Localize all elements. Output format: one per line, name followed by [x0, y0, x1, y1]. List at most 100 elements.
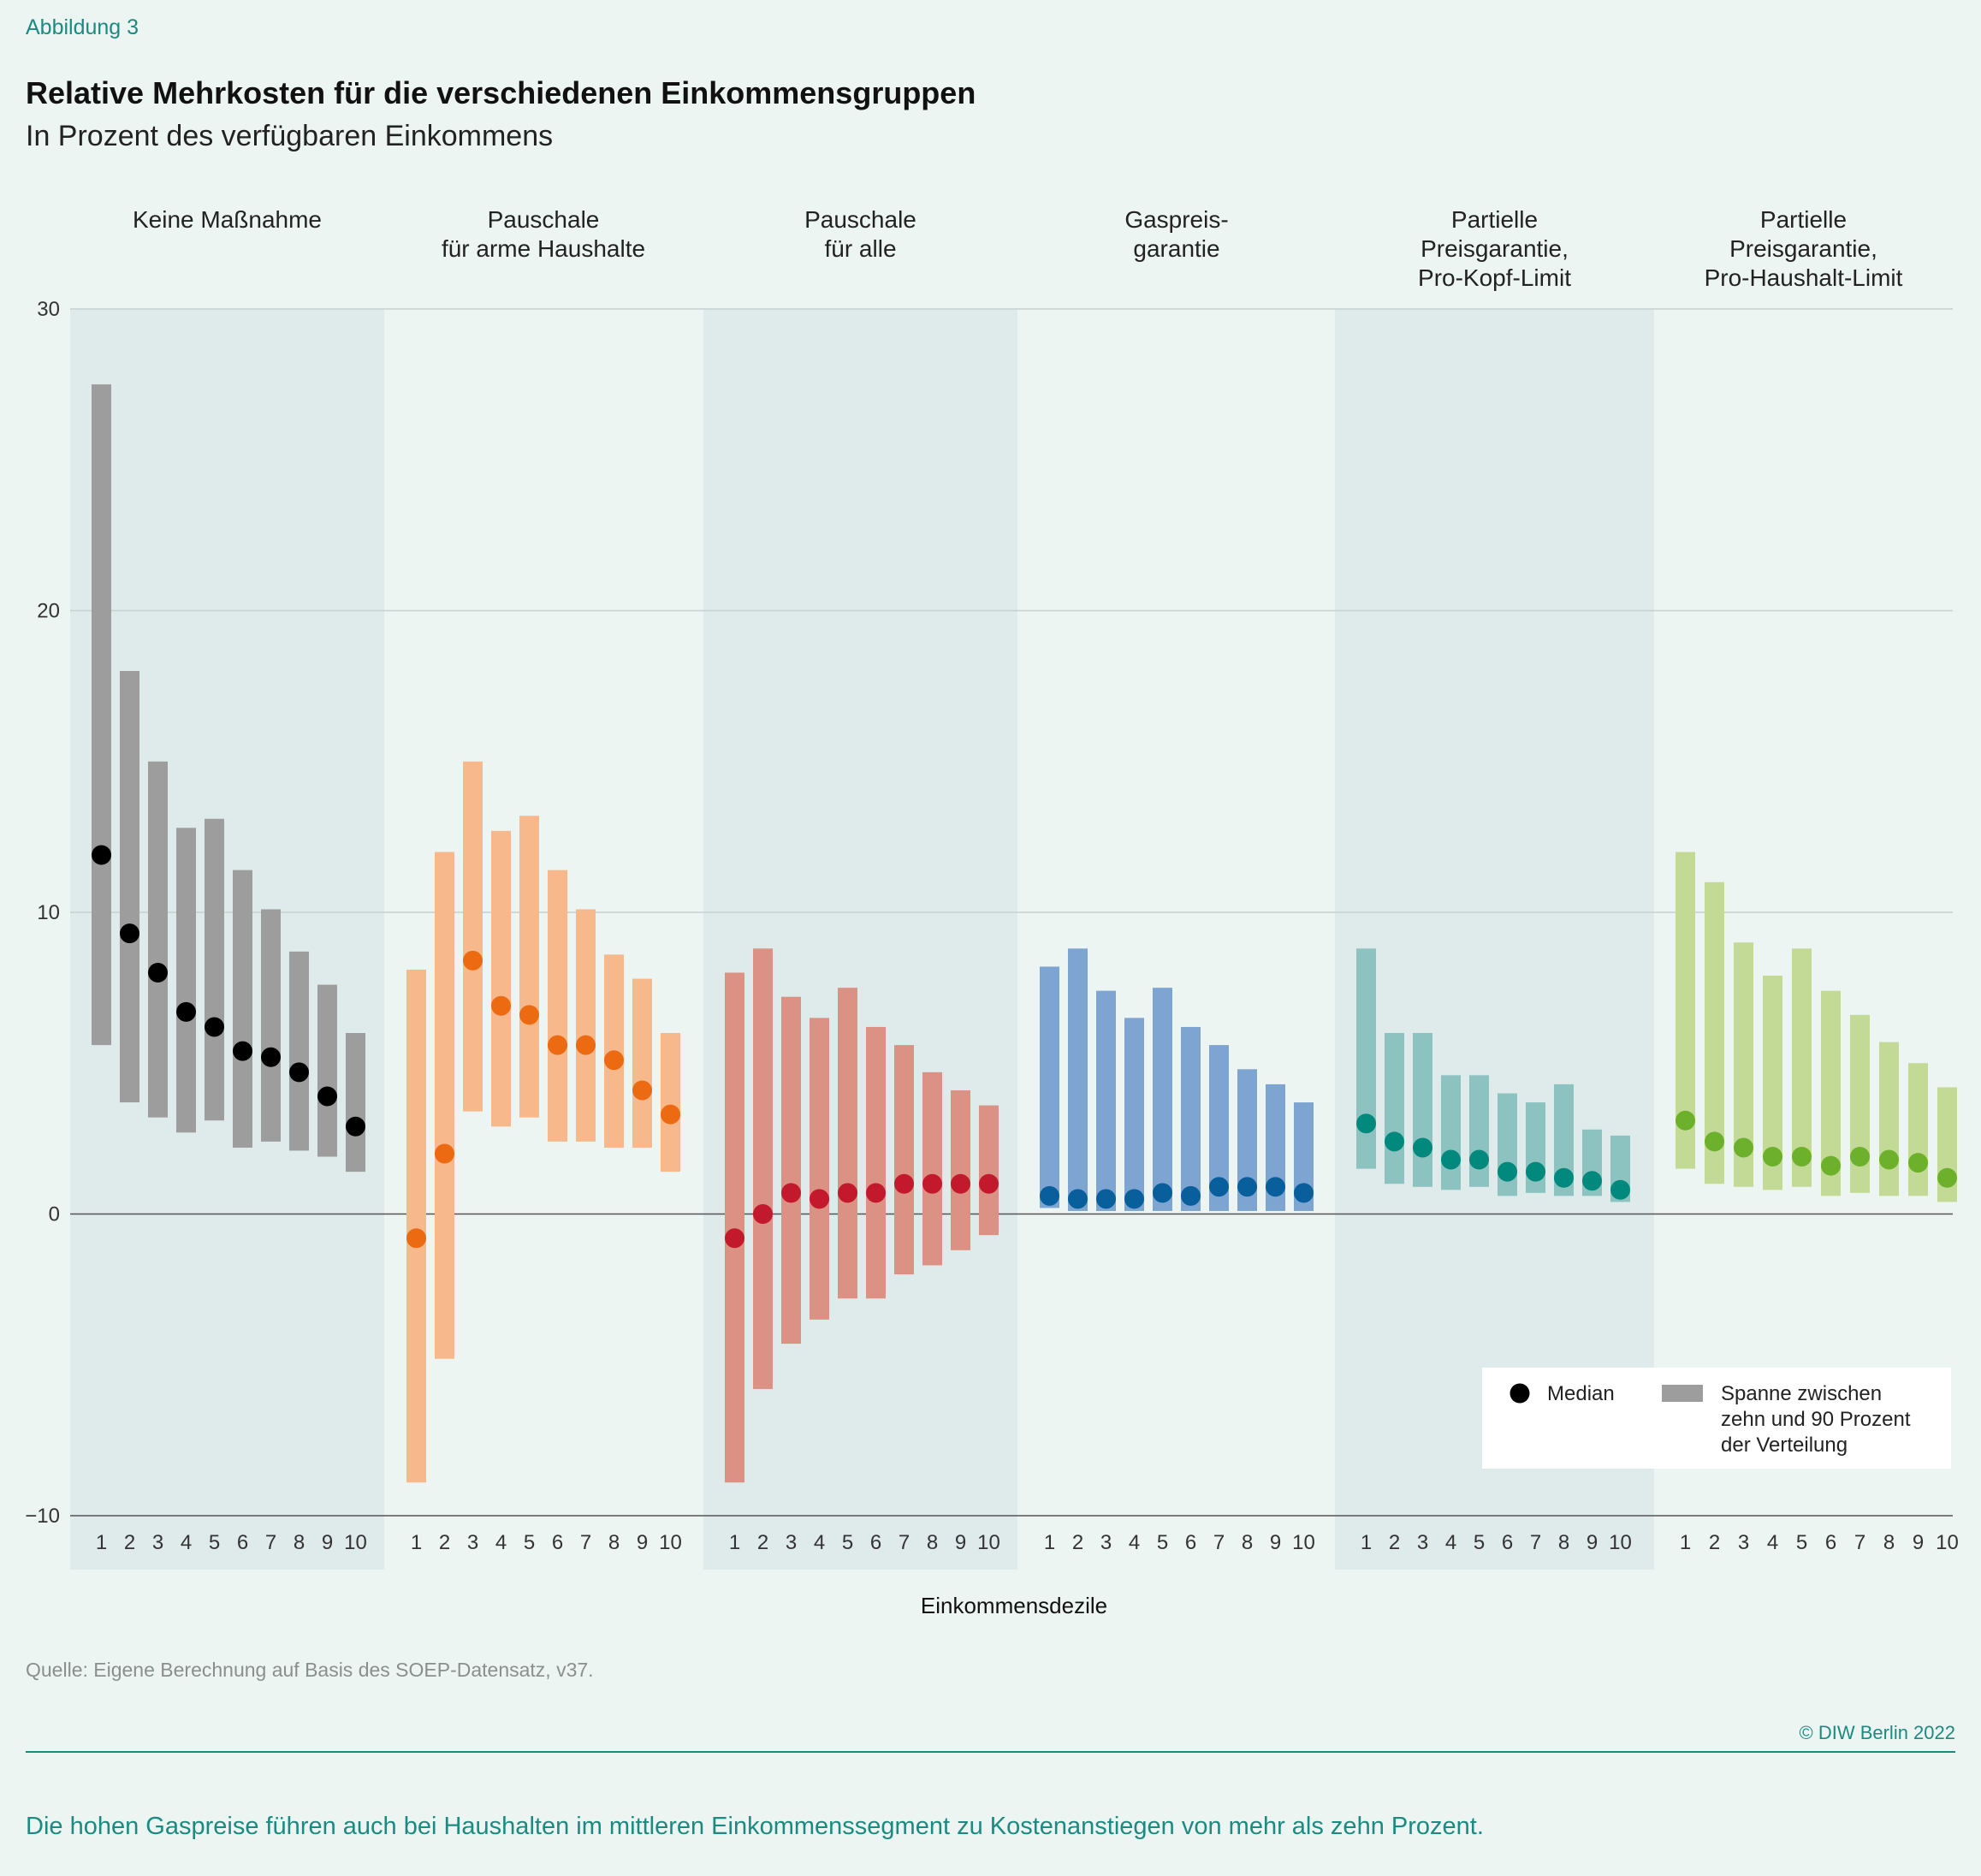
range-bar: [1294, 1102, 1314, 1211]
panel-title: für alle: [824, 235, 896, 262]
median-dot: [1792, 1147, 1812, 1167]
median-dot: [1850, 1147, 1870, 1167]
x-tick-label: 10: [659, 1531, 682, 1554]
panel-title: Pauschale: [488, 206, 600, 233]
range-bar: [979, 1105, 999, 1236]
x-tick-label: 8: [927, 1531, 938, 1554]
panel-title: für arme Haushalte: [442, 235, 645, 262]
median-dot: [1266, 1177, 1285, 1197]
range-bar: [289, 951, 309, 1151]
panel-title: Pauschale: [804, 206, 916, 233]
chart-title: Relative Mehrkosten für die verschiedene…: [26, 75, 976, 110]
panel-shade: [70, 309, 384, 1570]
x-tick-label: 6: [237, 1531, 248, 1554]
x-tick-label: 2: [1389, 1531, 1400, 1554]
x-tick-label: 4: [181, 1531, 192, 1554]
median-dot: [1705, 1131, 1724, 1152]
range-bar: [1792, 948, 1812, 1187]
range-bar: [753, 948, 773, 1389]
x-tick-label: 8: [294, 1531, 305, 1554]
range-bar: [1237, 1069, 1257, 1211]
median-dot: [894, 1173, 914, 1194]
range-bar: [176, 828, 196, 1133]
range-bar: [1763, 976, 1782, 1190]
x-tick-label: 4: [495, 1531, 507, 1554]
x-tick-label: 2: [124, 1531, 135, 1554]
x-tick-label: 10: [1936, 1531, 1959, 1554]
divider: [26, 1751, 1955, 1753]
x-tick-label: 5: [1796, 1531, 1807, 1554]
x-tick-label: 7: [265, 1531, 276, 1554]
range-bar: [148, 761, 168, 1118]
median-dot: [233, 1041, 252, 1061]
x-tick-label: 4: [1445, 1531, 1456, 1554]
median-dot: [951, 1173, 970, 1194]
x-tick-label: 9: [955, 1531, 966, 1554]
range-bar: [1879, 1042, 1899, 1196]
y-tick-label: 10: [37, 901, 60, 924]
median-dot: [1734, 1137, 1753, 1158]
median-dot: [1096, 1189, 1116, 1209]
x-tick-label: 7: [899, 1531, 910, 1554]
median-dot: [1610, 1179, 1630, 1200]
x-tick-label: 1: [411, 1531, 422, 1554]
median-dot: [1937, 1167, 1957, 1188]
figure-label: Abbildung 3: [26, 15, 139, 39]
x-tick-label: 9: [322, 1531, 333, 1554]
panel-title: Gaspreis-: [1124, 206, 1228, 233]
y-tick-label: 0: [49, 1203, 60, 1226]
x-tick-label: 7: [580, 1531, 591, 1554]
legend-range-swatch: [1662, 1385, 1703, 1402]
x-tick-label: 9: [637, 1531, 648, 1554]
range-bar: [406, 969, 426, 1483]
panel-title: Preisgarantie,: [1729, 235, 1877, 262]
range-bar: [1153, 988, 1172, 1211]
range-bar: [922, 1072, 942, 1266]
x-tick-label: 3: [467, 1531, 478, 1554]
median-dot: [1356, 1113, 1376, 1134]
legend-range-label: zehn und 90 Prozent: [1721, 1408, 1911, 1431]
median-dot: [148, 963, 168, 983]
median-dot: [1554, 1167, 1574, 1188]
x-tick-label: 5: [524, 1531, 535, 1554]
range-bar: [1554, 1083, 1574, 1196]
median-dot: [1908, 1153, 1928, 1173]
range-bar: [725, 972, 744, 1483]
median-dot: [1385, 1131, 1404, 1152]
range-bar: [1209, 1045, 1229, 1211]
range-bar: [463, 761, 483, 1112]
range-bar: [346, 1033, 365, 1172]
median-dot: [1526, 1161, 1545, 1182]
panel-title: Partielle: [1760, 206, 1847, 233]
x-tick-label: 10: [1609, 1531, 1632, 1554]
range-bar: [491, 830, 511, 1127]
median-dot: [548, 1035, 567, 1055]
median-dot: [289, 1062, 309, 1083]
x-tick-label: 7: [1854, 1531, 1865, 1554]
panel-shade: [1335, 309, 1654, 1570]
range-bar: [866, 1026, 886, 1299]
range-bar: [435, 852, 454, 1359]
x-tick-label: 2: [1072, 1531, 1083, 1554]
legend-box: [1482, 1368, 1951, 1469]
x-tick-label: 3: [152, 1531, 163, 1554]
median-dot: [810, 1189, 829, 1209]
range-bar: [838, 988, 857, 1299]
panel-title: Partielle: [1451, 206, 1538, 233]
median-dot: [1879, 1149, 1899, 1170]
median-dot: [922, 1173, 942, 1194]
median-dot: [1441, 1149, 1461, 1170]
x-tick-label: 8: [1883, 1531, 1895, 1554]
range-bar: [1734, 942, 1753, 1187]
x-tick-label: 3: [1100, 1531, 1112, 1554]
y-tick-label: 30: [37, 298, 60, 321]
x-tick-label: 2: [757, 1531, 768, 1554]
median-dot: [838, 1183, 857, 1203]
x-tick-label: 9: [1270, 1531, 1281, 1554]
median-dot: [1763, 1147, 1782, 1167]
x-tick-label: 8: [1558, 1531, 1569, 1554]
chart-subtitle: In Prozent des verfügbaren Einkommens: [26, 120, 554, 152]
range-bar: [261, 909, 281, 1142]
y-tick-label: −10: [25, 1505, 60, 1528]
